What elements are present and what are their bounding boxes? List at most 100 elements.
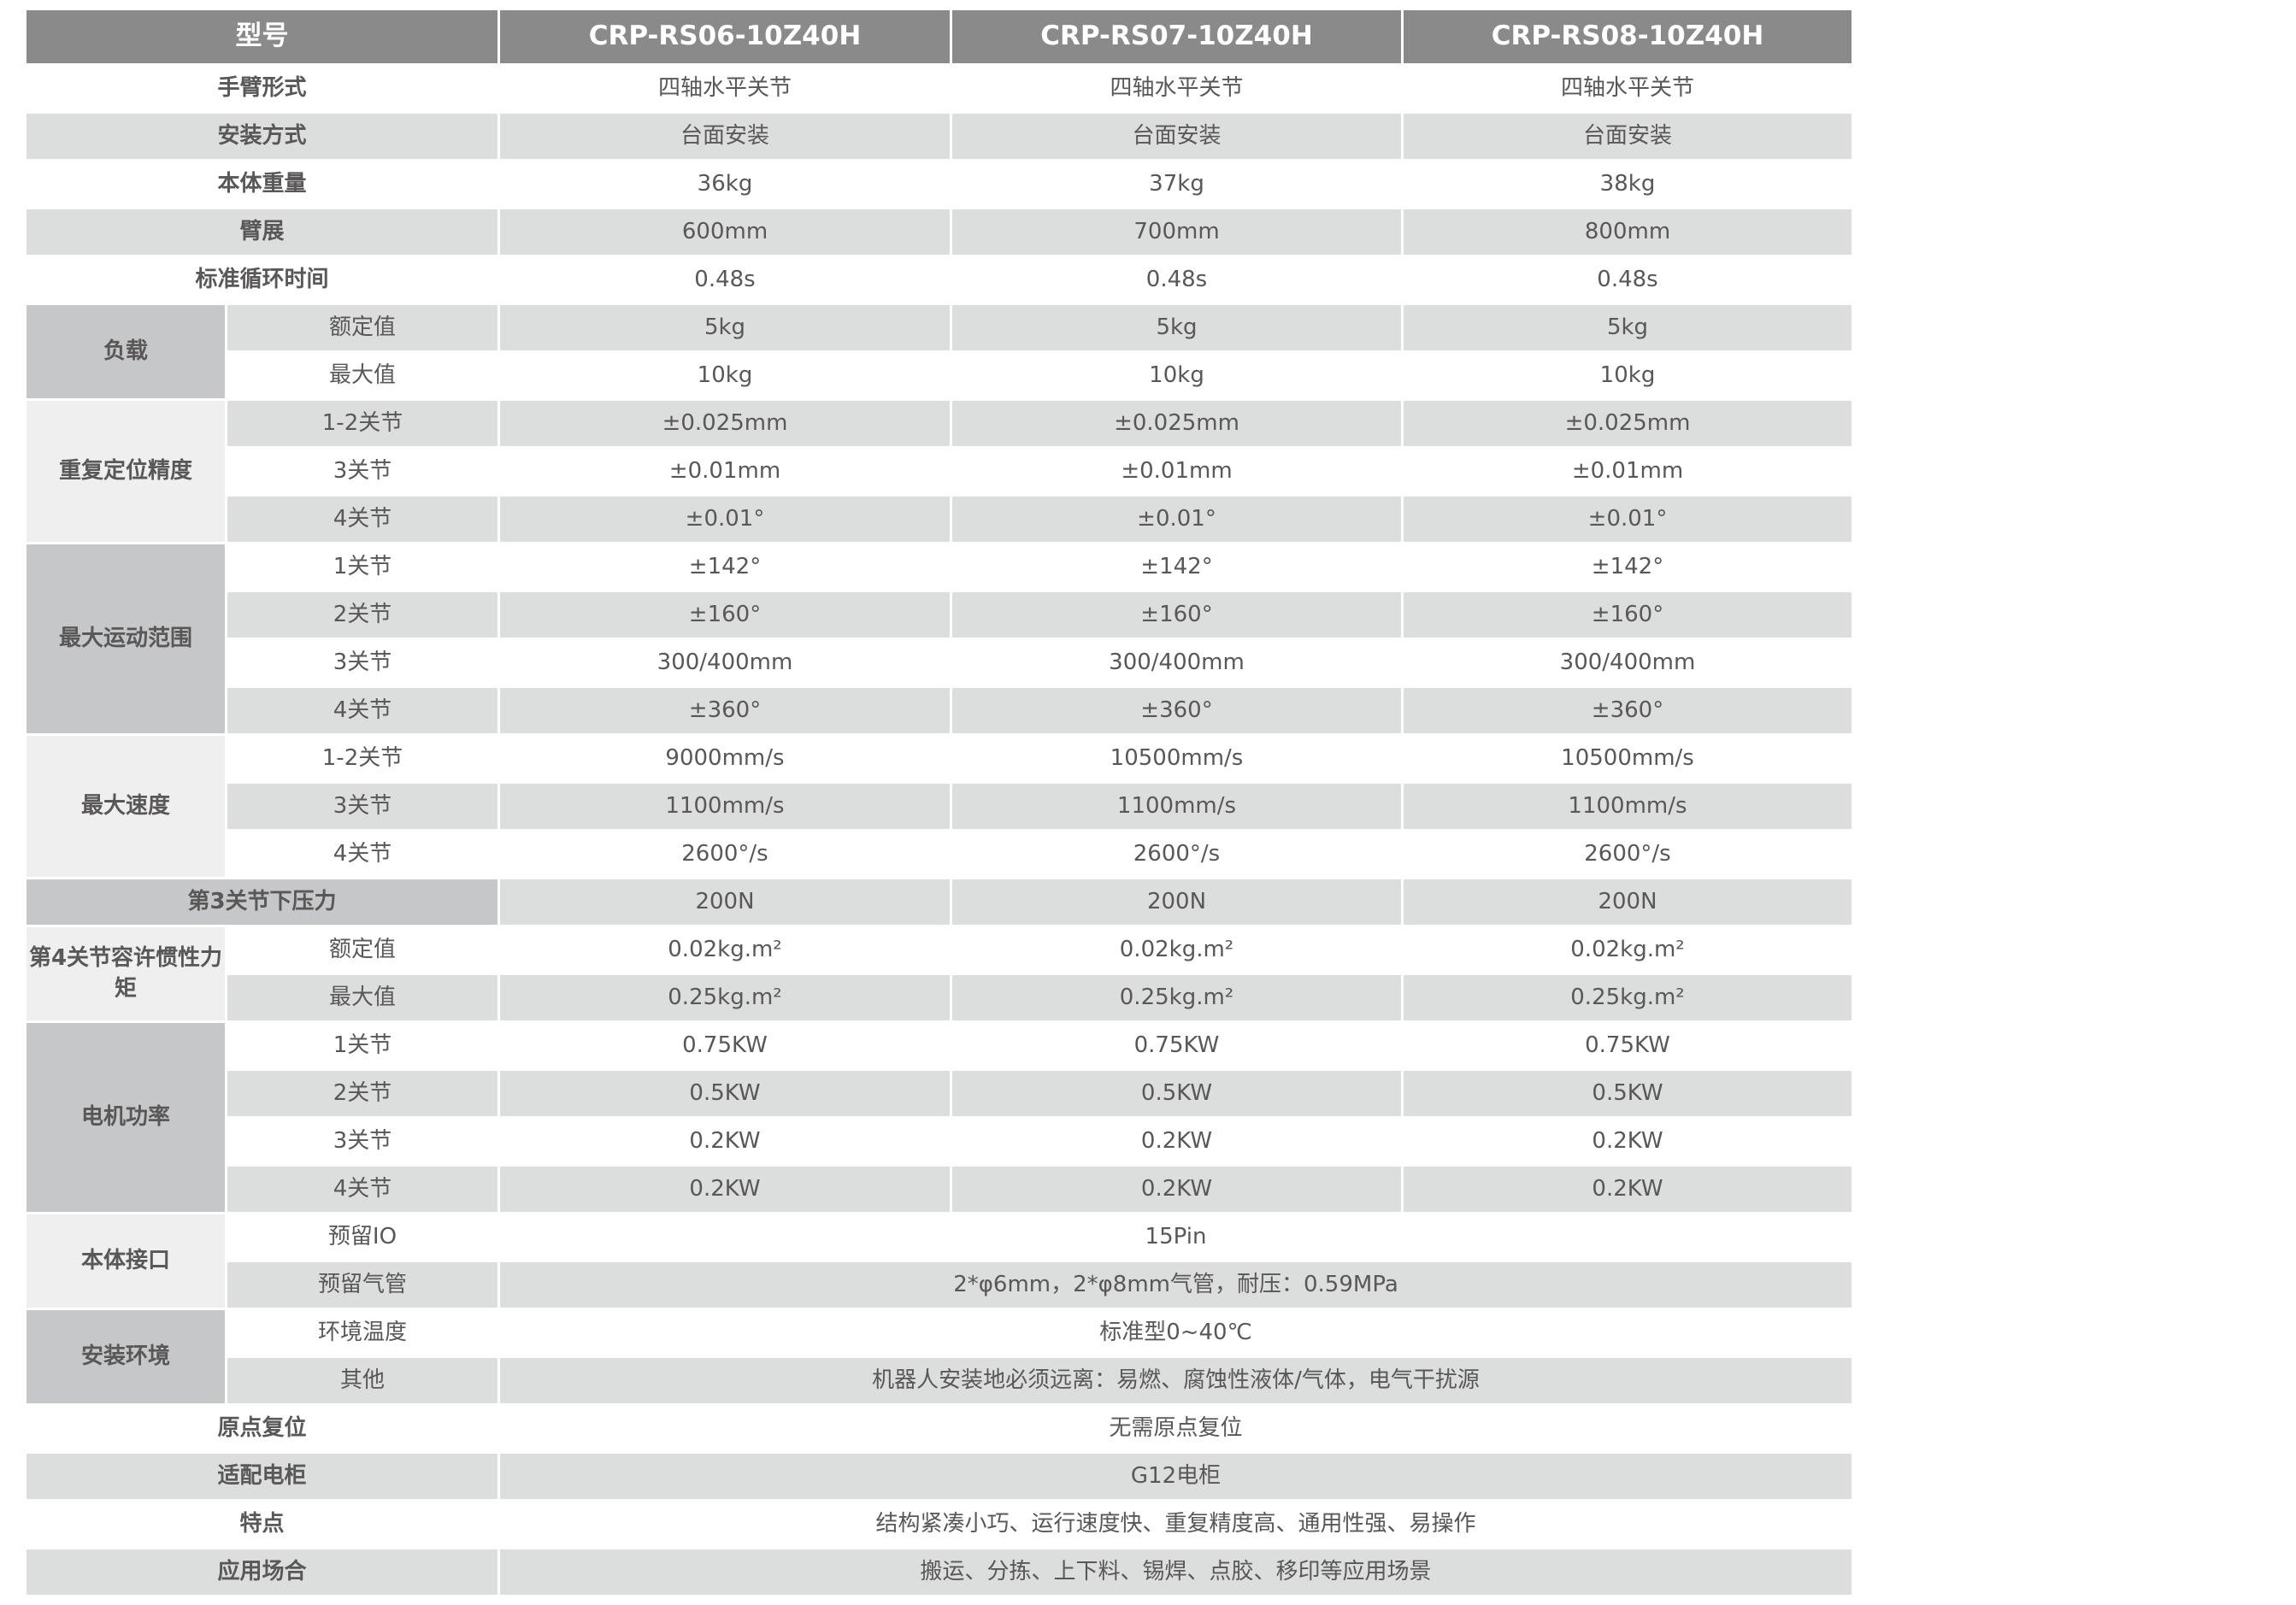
value-cell: ±142° bbox=[500, 544, 950, 590]
group-label: 负载 bbox=[26, 305, 225, 398]
value-cell: 0.2KW bbox=[500, 1119, 950, 1164]
value-cell: ±0.025mm bbox=[952, 401, 1401, 446]
value-cell: 5kg bbox=[500, 305, 950, 350]
sub-label: 其他 bbox=[227, 1358, 497, 1403]
sub-label: 额定值 bbox=[227, 927, 497, 973]
value-cell: 5kg bbox=[1404, 305, 1852, 350]
value-cell: 300/400mm bbox=[500, 640, 950, 685]
value-cell: ±160° bbox=[952, 592, 1401, 638]
value-cell: 0.5KW bbox=[952, 1071, 1401, 1116]
value-cell: 10500mm/s bbox=[952, 736, 1401, 781]
value-cell: 10500mm/s bbox=[1404, 736, 1852, 781]
value-cell: 10kg bbox=[952, 353, 1401, 398]
group-label: 安装环境 bbox=[26, 1310, 225, 1403]
sub-label: 1-2关节 bbox=[227, 736, 497, 781]
header-model-3: CRP-RS08-10Z40H bbox=[1404, 10, 1852, 63]
sub-label: 3关节 bbox=[227, 640, 497, 685]
value-cell: 0.48s bbox=[500, 257, 950, 303]
value-cell: ±360° bbox=[1404, 688, 1852, 733]
row-label: 手臂形式 bbox=[26, 66, 497, 111]
value-cell: 0.02kg.m² bbox=[500, 927, 950, 973]
value-cell: 0.75KW bbox=[952, 1023, 1401, 1068]
header-model-2: CRP-RS07-10Z40H bbox=[952, 10, 1401, 63]
sub-label: 环境温度 bbox=[227, 1310, 497, 1355]
row-label: 特点 bbox=[26, 1502, 497, 1547]
value-cell: 9000mm/s bbox=[500, 736, 950, 781]
sub-label: 3关节 bbox=[227, 449, 497, 494]
value-cell: 0.2KW bbox=[952, 1119, 1401, 1164]
value-cell-span: 搬运、分拣、上下料、锡焊、点胶、移印等应用场景 bbox=[500, 1549, 1852, 1595]
value-cell: 0.2KW bbox=[952, 1167, 1401, 1212]
value-cell: 0.2KW bbox=[1404, 1167, 1852, 1212]
sub-label: 1关节 bbox=[227, 1023, 497, 1068]
value-cell: 台面安装 bbox=[952, 114, 1401, 159]
sub-label: 3关节 bbox=[227, 784, 497, 829]
value-cell: 0.75KW bbox=[500, 1023, 950, 1068]
value-cell: 2600°/s bbox=[1404, 832, 1852, 877]
value-cell-span: 2*φ6mm，2*φ8mm气管，耐压：0.59MPa bbox=[500, 1262, 1852, 1308]
row-label: 安装方式 bbox=[26, 114, 497, 159]
sub-label: 4关节 bbox=[227, 1167, 497, 1212]
value-cell: 台面安装 bbox=[500, 114, 950, 159]
value-cell: 200N bbox=[500, 879, 950, 925]
value-cell: ±360° bbox=[500, 688, 950, 733]
value-cell: ±0.025mm bbox=[1404, 401, 1852, 446]
value-cell: ±0.01mm bbox=[500, 449, 950, 494]
value-cell-span: 结构紧凑小巧、运行速度快、重复精度高、通用性强、易操作 bbox=[500, 1502, 1852, 1547]
value-cell: 0.48s bbox=[952, 257, 1401, 303]
row-label: 臂展 bbox=[26, 209, 497, 255]
value-cell: ±142° bbox=[952, 544, 1401, 590]
sub-label: 4关节 bbox=[227, 497, 497, 542]
value-cell: ±142° bbox=[1404, 544, 1852, 590]
value-cell: 1100mm/s bbox=[500, 784, 950, 829]
sub-label: 预留IO bbox=[227, 1214, 497, 1260]
value-cell-span: 15Pin bbox=[500, 1214, 1852, 1260]
value-cell: 0.2KW bbox=[1404, 1119, 1852, 1164]
value-cell: 800mm bbox=[1404, 209, 1852, 255]
value-cell: 200N bbox=[1404, 879, 1852, 925]
value-cell: 36kg bbox=[500, 162, 950, 207]
sub-label: 额定值 bbox=[227, 305, 497, 350]
value-cell: 37kg bbox=[952, 162, 1401, 207]
value-cell: 0.75KW bbox=[1404, 1023, 1852, 1068]
row-label: 标准循环时间 bbox=[26, 257, 497, 303]
row-label: 原点复位 bbox=[26, 1406, 497, 1451]
group-label: 最大速度 bbox=[26, 736, 225, 877]
value-cell: ±160° bbox=[500, 592, 950, 638]
group-label: 第4关节容许惯性力矩 bbox=[26, 927, 225, 1020]
value-cell: 200N bbox=[952, 879, 1401, 925]
header-model-label: 型号 bbox=[26, 10, 497, 63]
value-cell: 2600°/s bbox=[500, 832, 950, 877]
value-cell-span: 无需原点复位 bbox=[500, 1406, 1852, 1451]
group-label: 最大运动范围 bbox=[26, 544, 225, 733]
sub-label: 1关节 bbox=[227, 544, 497, 590]
header-model-1: CRP-RS06-10Z40H bbox=[500, 10, 950, 63]
sub-label: 2关节 bbox=[227, 592, 497, 638]
value-cell: 0.25kg.m² bbox=[952, 975, 1401, 1020]
value-cell: 台面安装 bbox=[1404, 114, 1852, 159]
sub-label: 最大值 bbox=[227, 353, 497, 398]
value-cell: 10kg bbox=[500, 353, 950, 398]
value-cell: 0.48s bbox=[1404, 257, 1852, 303]
spec-table: 型号 CRP-RS06-10Z40H CRP-RS07-10Z40H CRP-RS08… bbox=[26, 10, 1852, 1595]
value-cell: ±0.01° bbox=[1404, 497, 1852, 542]
value-cell: 5kg bbox=[952, 305, 1401, 350]
row-label: 第3关节下压力 bbox=[26, 879, 497, 925]
value-cell: 38kg bbox=[1404, 162, 1852, 207]
value-cell: 0.2KW bbox=[500, 1167, 950, 1212]
value-cell: 2600°/s bbox=[952, 832, 1401, 877]
value-cell: ±0.01mm bbox=[1404, 449, 1852, 494]
sub-label: 2关节 bbox=[227, 1071, 497, 1116]
value-cell: 四轴水平关节 bbox=[500, 66, 950, 111]
value-cell: 四轴水平关节 bbox=[1404, 66, 1852, 111]
value-cell: 1100mm/s bbox=[1404, 784, 1852, 829]
value-cell: 0.25kg.m² bbox=[1404, 975, 1852, 1020]
sub-label: 3关节 bbox=[227, 1119, 497, 1164]
value-cell: ±160° bbox=[1404, 592, 1852, 638]
value-cell: 10kg bbox=[1404, 353, 1852, 398]
row-label: 应用场合 bbox=[26, 1549, 497, 1595]
group-label: 重复定位精度 bbox=[26, 401, 225, 542]
value-cell: ±0.01° bbox=[952, 497, 1401, 542]
group-label: 电机功率 bbox=[26, 1023, 225, 1212]
value-cell: 0.02kg.m² bbox=[952, 927, 1401, 973]
